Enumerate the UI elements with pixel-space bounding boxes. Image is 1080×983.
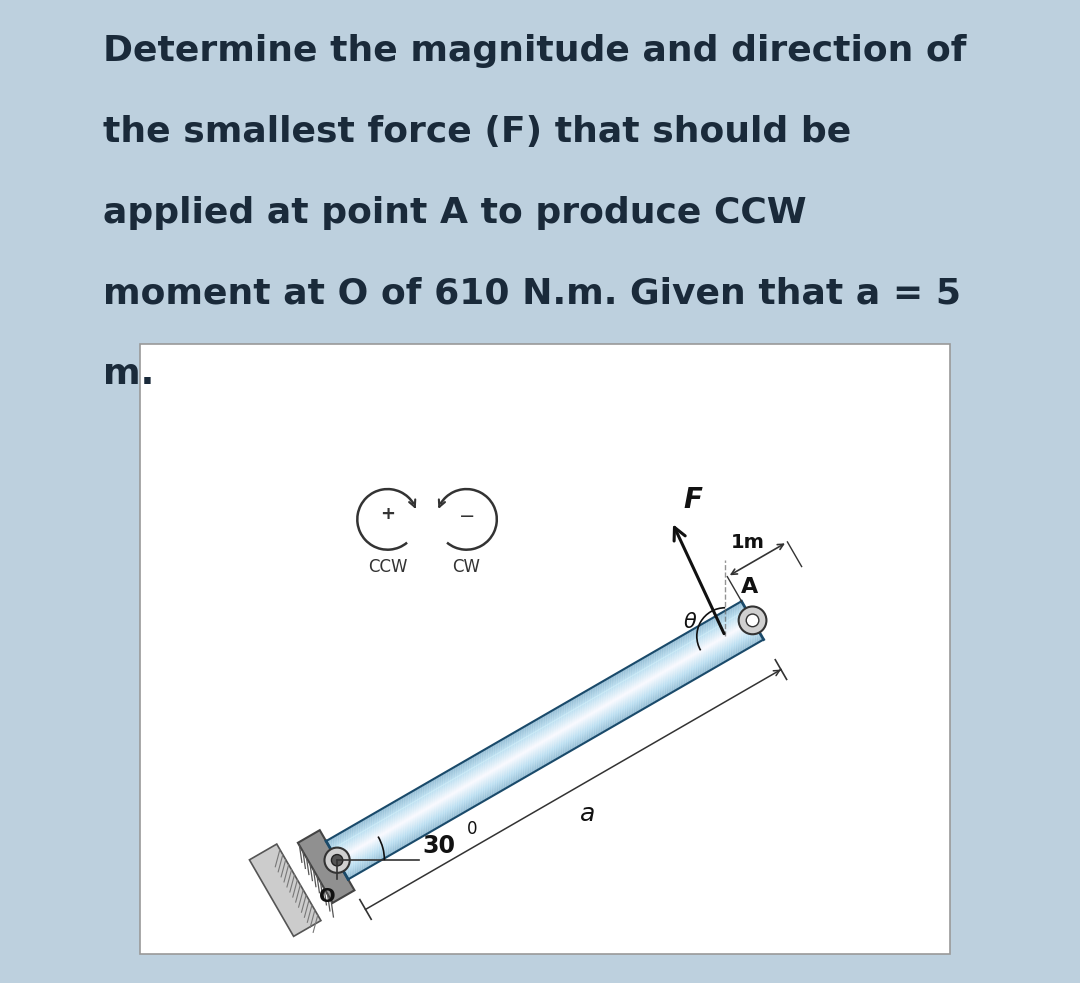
Polygon shape <box>343 632 759 873</box>
Polygon shape <box>342 630 759 871</box>
FancyBboxPatch shape <box>140 344 950 954</box>
Polygon shape <box>326 602 742 841</box>
Circle shape <box>746 614 759 627</box>
Text: A: A <box>741 577 758 597</box>
Polygon shape <box>332 610 747 851</box>
Polygon shape <box>332 611 747 852</box>
Polygon shape <box>348 639 764 880</box>
Polygon shape <box>328 606 744 845</box>
Text: 30: 30 <box>422 834 456 857</box>
Text: moment at O of 610 N.m. Given that a = 5: moment at O of 610 N.m. Given that a = 5 <box>103 276 960 311</box>
Polygon shape <box>333 612 748 853</box>
Polygon shape <box>346 634 761 875</box>
Text: a: a <box>580 802 595 826</box>
Polygon shape <box>339 624 755 865</box>
Polygon shape <box>333 612 748 852</box>
Text: Determine the magnitude and direction of: Determine the magnitude and direction of <box>103 34 967 69</box>
Polygon shape <box>335 615 751 856</box>
Polygon shape <box>336 617 752 858</box>
Polygon shape <box>340 626 756 867</box>
Polygon shape <box>340 626 756 866</box>
Polygon shape <box>328 606 744 846</box>
Polygon shape <box>326 602 742 842</box>
Polygon shape <box>347 637 762 878</box>
Polygon shape <box>329 607 745 847</box>
Text: +: + <box>380 505 395 523</box>
Polygon shape <box>333 613 750 854</box>
Polygon shape <box>338 621 754 862</box>
Text: the smallest force (F) that should be: the smallest force (F) that should be <box>103 115 851 149</box>
Text: O: O <box>320 887 336 905</box>
Text: $-$: $-$ <box>458 505 474 524</box>
Text: applied at point A to produce CCW: applied at point A to produce CCW <box>103 196 807 230</box>
Polygon shape <box>341 628 757 869</box>
Polygon shape <box>345 633 760 874</box>
Polygon shape <box>249 844 321 937</box>
Polygon shape <box>342 629 758 869</box>
Polygon shape <box>339 623 755 864</box>
Polygon shape <box>346 636 761 876</box>
Polygon shape <box>343 631 759 872</box>
Text: m.: m. <box>103 357 153 391</box>
Circle shape <box>332 854 342 866</box>
Polygon shape <box>336 619 752 859</box>
Text: CW: CW <box>453 557 481 576</box>
Polygon shape <box>340 625 756 866</box>
Polygon shape <box>338 622 754 863</box>
Polygon shape <box>328 605 744 845</box>
Polygon shape <box>346 635 761 876</box>
Polygon shape <box>330 608 746 848</box>
Polygon shape <box>330 609 746 850</box>
Polygon shape <box>342 629 758 870</box>
Polygon shape <box>327 603 743 843</box>
Polygon shape <box>336 618 752 859</box>
Text: CCW: CCW <box>368 557 407 576</box>
Polygon shape <box>330 608 746 849</box>
Text: $\theta$: $\theta$ <box>684 612 698 632</box>
Polygon shape <box>329 607 745 848</box>
Polygon shape <box>347 636 762 877</box>
Polygon shape <box>298 831 354 903</box>
Polygon shape <box>327 604 743 844</box>
Circle shape <box>739 607 767 634</box>
Polygon shape <box>338 622 754 862</box>
Polygon shape <box>345 633 760 873</box>
Polygon shape <box>337 619 753 860</box>
Polygon shape <box>337 620 753 861</box>
Polygon shape <box>341 627 757 868</box>
Text: 1m: 1m <box>731 534 765 552</box>
Text: F: F <box>684 487 702 514</box>
Polygon shape <box>334 614 750 855</box>
Text: 0: 0 <box>467 820 477 838</box>
Circle shape <box>324 847 350 873</box>
Polygon shape <box>334 615 750 855</box>
Polygon shape <box>335 616 751 857</box>
Polygon shape <box>348 638 764 879</box>
